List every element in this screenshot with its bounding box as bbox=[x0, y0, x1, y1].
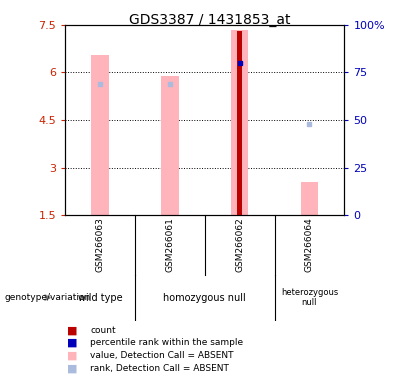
Text: GDS3387 / 1431853_at: GDS3387 / 1431853_at bbox=[129, 13, 291, 27]
Bar bbox=[161, 76, 178, 215]
Text: homozygous null: homozygous null bbox=[163, 293, 246, 303]
Text: value, Detection Call = ABSENT: value, Detection Call = ABSENT bbox=[90, 351, 234, 360]
Text: percentile rank within the sample: percentile rank within the sample bbox=[90, 338, 244, 348]
Bar bbox=[301, 182, 318, 215]
Text: rank, Detection Call = ABSENT: rank, Detection Call = ABSENT bbox=[90, 364, 229, 373]
Text: count: count bbox=[90, 326, 116, 335]
Text: GSM266064: GSM266064 bbox=[305, 217, 314, 272]
Bar bbox=[237, 31, 242, 215]
Bar bbox=[91, 55, 109, 215]
Text: GSM266063: GSM266063 bbox=[95, 217, 105, 272]
Text: heterozygous
null: heterozygous null bbox=[281, 288, 338, 307]
Text: ■: ■ bbox=[67, 338, 78, 348]
Text: GSM266062: GSM266062 bbox=[235, 217, 244, 272]
Text: GSM266061: GSM266061 bbox=[165, 217, 174, 272]
Text: wild type: wild type bbox=[78, 293, 122, 303]
Text: ■: ■ bbox=[67, 325, 78, 335]
Text: ■: ■ bbox=[67, 363, 78, 373]
Bar bbox=[231, 30, 248, 215]
Text: genotype/variation: genotype/variation bbox=[4, 293, 90, 302]
Text: ■: ■ bbox=[67, 351, 78, 361]
